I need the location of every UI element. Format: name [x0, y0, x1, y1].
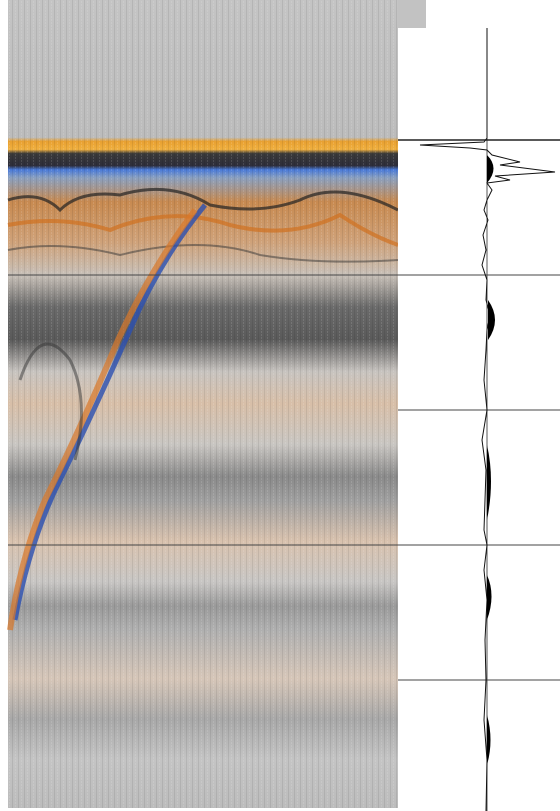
margin — [0, 0, 8, 811]
top-strip — [398, 0, 426, 28]
radargram-texture — [8, 0, 398, 808]
